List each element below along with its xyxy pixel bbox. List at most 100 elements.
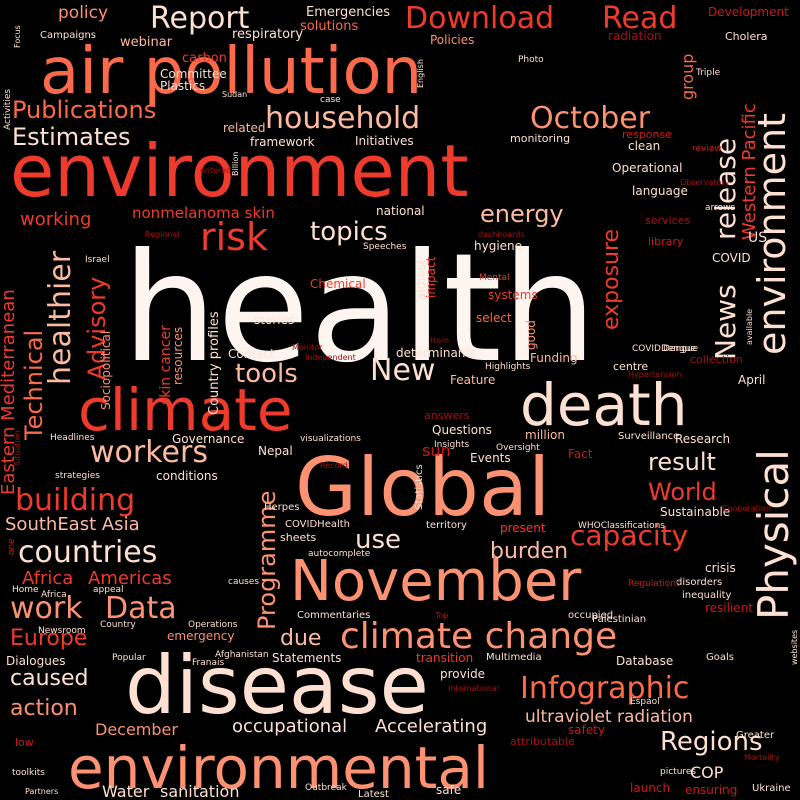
cloud-word: Funding <box>530 351 578 365</box>
cloud-word: climate <box>78 376 293 444</box>
cloud-word: safety <box>568 723 605 737</box>
cloud-word: Accelerating <box>375 716 487 737</box>
cloud-word: Programme <box>253 491 281 630</box>
cloud-word: strategies <box>55 471 100 481</box>
cloud-word: April <box>738 373 765 387</box>
cloud-word: appeal <box>93 585 124 595</box>
cloud-word: monitoring <box>510 132 570 145</box>
cloud-word: autocomplete <box>308 549 371 559</box>
cloud-word: one <box>7 538 17 555</box>
cloud-word: disorders <box>676 577 722 588</box>
cloud-word: New <box>370 353 435 388</box>
cloud-word: Infographic <box>520 671 689 706</box>
cloud-word: Palestinian <box>592 614 646 625</box>
cloud-word: library <box>648 235 684 248</box>
cloud-word: tools <box>235 359 298 389</box>
cloud-word: Speeches <box>363 242 407 252</box>
cloud-word: Activities <box>3 89 13 130</box>
cloud-word: response <box>622 128 672 141</box>
cloud-word: COVIDDengue <box>632 344 697 354</box>
cloud-word: almost <box>414 259 428 300</box>
cloud-word: Herpes <box>264 502 300 513</box>
cloud-word: building <box>15 483 135 518</box>
cloud-word: workers <box>90 435 208 470</box>
cloud-word: SouthEast Asia <box>5 514 140 535</box>
cloud-word: healthier <box>43 250 78 385</box>
cloud-word: launch <box>630 781 670 795</box>
cloud-word: COP <box>690 763 724 782</box>
cloud-word: Franais <box>192 658 224 668</box>
cloud-word: Africa <box>41 590 67 600</box>
cloud-word: sun <box>422 441 451 460</box>
cloud-word: sanitation <box>160 782 239 800</box>
cloud-word: Download <box>405 1 554 36</box>
cloud-word: Surveillance <box>618 431 679 442</box>
cloud-word: safe <box>436 783 461 797</box>
cloud-word: related <box>223 121 265 135</box>
cloud-word: Dialogues <box>6 654 65 668</box>
cloud-word: Focus <box>13 25 22 48</box>
cloud-word: national <box>376 204 425 218</box>
cloud-word: transition <box>416 651 473 665</box>
cloud-word: capacity <box>570 519 688 552</box>
cloud-word: November <box>290 549 582 614</box>
cloud-word: Regulations <box>628 579 681 589</box>
cloud-word: entered <box>200 166 231 175</box>
cloud-word: Operational <box>612 161 682 175</box>
cloud-word: Horn <box>430 336 449 345</box>
cloud-word: action <box>10 696 78 721</box>
cloud-word: conditions <box>156 469 218 483</box>
cloud-word: inequality <box>682 590 732 601</box>
cloud-word: Sudan <box>222 90 247 99</box>
cloud-word: environment <box>10 129 469 213</box>
cloud-word: Governance <box>172 432 244 446</box>
cloud-word: million <box>525 428 565 442</box>
cloud-word: News <box>709 284 742 360</box>
cloud-word: household <box>265 101 420 136</box>
cloud-word: Africa <box>22 568 73 589</box>
cloud-word: Cholera <box>725 30 767 43</box>
cloud-word: Mental <box>479 273 510 283</box>
cloud-word: ensuring <box>685 783 737 797</box>
cloud-word: Ukraine <box>752 783 791 794</box>
cloud-word: solutions <box>300 19 358 34</box>
cloud-word: radiation <box>608 29 662 43</box>
cloud-word: stories <box>254 313 294 327</box>
cloud-word: Independent <box>305 353 356 362</box>
cloud-word: websites <box>790 630 799 665</box>
cloud-word: Eastern Mediterranean <box>0 289 19 495</box>
cloud-word: group <box>678 54 697 100</box>
cloud-word: Country profiles <box>207 311 222 415</box>
cloud-word: World <box>648 478 717 506</box>
cloud-word: Sustainable <box>660 505 730 519</box>
cloud-word: Policies <box>430 33 474 47</box>
cloud-word: Estimates <box>12 123 131 151</box>
cloud-word: clean <box>628 139 660 153</box>
cloud-word: Partners <box>25 787 58 796</box>
cloud-word: Oversight <box>496 443 540 453</box>
cloud-word: emergency <box>167 629 234 643</box>
cloud-word: Regional <box>145 230 180 239</box>
cloud-word: respiratory <box>232 27 303 42</box>
cloud-word: available <box>745 309 754 345</box>
cloud-word: answers <box>424 409 470 422</box>
cloud-word: health <box>122 222 597 396</box>
cloud-word: Publications <box>12 96 156 124</box>
cloud-word: toolkits <box>12 768 45 778</box>
cloud-word: use <box>355 525 401 555</box>
cloud-word: webinar <box>120 35 173 50</box>
cloud-word: Water <box>102 782 150 800</box>
cloud-word: exposure <box>599 229 624 330</box>
cloud-word: countries <box>18 535 157 570</box>
cloud-word: Dengue <box>663 344 699 354</box>
cloud-word: Initiatives <box>355 134 414 148</box>
cloud-word: Record <box>320 461 348 470</box>
cloud-word: due <box>280 626 321 651</box>
cloud-word: Outbreak <box>305 783 348 793</box>
cloud-word: Committee <box>160 67 227 81</box>
cloud-word: good <box>524 320 538 350</box>
cloud-word: work <box>10 591 83 626</box>
cloud-word: disease <box>125 639 429 732</box>
